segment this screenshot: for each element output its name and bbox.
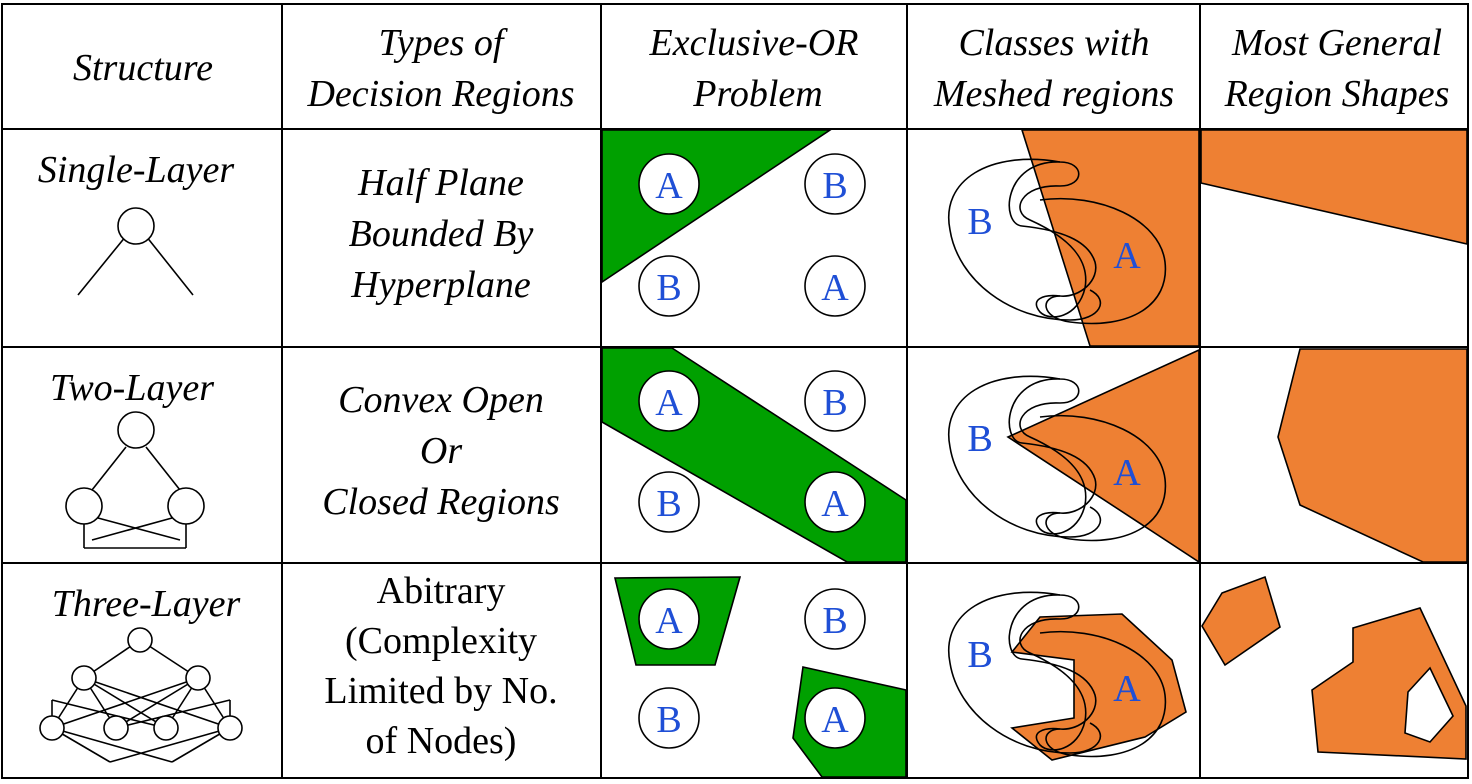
region-type-row3-line3: Limited by No.	[324, 670, 557, 712]
header-types-line2: Decision Regions	[306, 73, 574, 115]
general-row3-orange-region-small	[1201, 575, 1281, 667]
header-xor-line1: Exclusive-OR	[649, 22, 859, 64]
region-type-row1-line3: Hyperplane	[350, 264, 531, 306]
svg-text:B: B	[656, 699, 681, 741]
header-meshed-line2: Meshed regions	[933, 73, 1174, 115]
structure-single-layer: Single-Layer	[38, 149, 235, 191]
table-grid	[1, 3, 1469, 779]
meshed-row1-label-a: A	[1113, 452, 1141, 494]
meshed-row1-label-b: B	[967, 634, 992, 676]
meshed-row1-label-b: B	[967, 418, 992, 460]
structure-two-layer: Two-Layer	[50, 367, 214, 409]
xor-row1-points: A B B A	[638, 153, 866, 317]
meshed-row3-label-a: A	[1113, 668, 1141, 710]
general-row2-orange-region	[1277, 348, 1468, 563]
xor-row3-points: A B B A	[638, 588, 866, 749]
meshed-row1-label-a: A	[1113, 668, 1141, 710]
two-layer-network-icon	[65, 411, 205, 549]
general-column	[1200, 129, 1468, 760]
meshed-row1-class-shapes: BA	[947, 158, 1167, 325]
region-type-row1-line2: Bounded By	[349, 213, 534, 255]
header-general-line2: Region Shapes	[1224, 73, 1450, 115]
region-type-row2-line2: Or	[420, 430, 462, 472]
structure-column: Single-Layer Two-Layer Three-Layer	[38, 149, 243, 763]
structure-three-layer: Three-Layer	[52, 583, 241, 625]
xor-row2-points: A B B A	[638, 370, 866, 533]
general-row3-orange-region-large	[1311, 607, 1467, 760]
meshed-row1-label-a: A	[1113, 235, 1141, 277]
xor-row1-green-region	[601, 129, 833, 284]
meshed-row1-orange-region	[1020, 129, 1200, 347]
svg-text:A: A	[655, 165, 683, 207]
region-type-row3-line2: (Complexity	[345, 620, 537, 662]
region-type-row1-line1: Half Plane	[357, 162, 524, 204]
meshed-row1-label-b: B	[967, 201, 992, 243]
three-layer-network-icon	[39, 627, 243, 763]
header-xor-line2: Problem	[692, 73, 822, 115]
svg-text:B: B	[656, 483, 681, 525]
svg-text:A: A	[655, 382, 683, 424]
region-type-row3-line1: Abitrary	[377, 570, 506, 612]
svg-text:B: B	[822, 165, 847, 207]
header-types-line1: Types of	[379, 22, 508, 64]
region-type-column: Half Plane Bounded By Hyperplane Convex …	[322, 162, 559, 762]
general-row1-orange-region	[1200, 129, 1468, 246]
single-layer-network-icon	[77, 207, 194, 296]
svg-text:A: A	[821, 267, 849, 309]
header-meshed-line1: Classes with	[958, 22, 1149, 64]
region-type-row2-line1: Convex Open	[338, 379, 544, 421]
meshed-row2-label-b: B	[967, 418, 992, 460]
meshed-row3-label-b: B	[967, 634, 992, 676]
svg-text:B: B	[656, 267, 681, 309]
meshed-row3-orange-region	[1010, 613, 1187, 761]
meshed-row2-orange-region	[1006, 348, 1200, 564]
region-type-row2-line3: Closed Regions	[322, 481, 559, 523]
header-row: Structure Types of Decision Regions Excl…	[73, 22, 1449, 115]
meshed-row2-label-a: A	[1113, 452, 1141, 494]
svg-text:B: B	[822, 382, 847, 424]
header-structure: Structure	[73, 47, 213, 89]
header-general-line1: Most General	[1231, 22, 1442, 64]
svg-text:A: A	[821, 483, 849, 525]
region-type-row3-line4: of Nodes)	[366, 720, 517, 762]
svg-text:A: A	[821, 699, 849, 741]
xor-column: A B B A A B B A A B B A	[601, 129, 907, 778]
svg-text:B: B	[822, 600, 847, 642]
svg-text:A: A	[655, 600, 683, 642]
